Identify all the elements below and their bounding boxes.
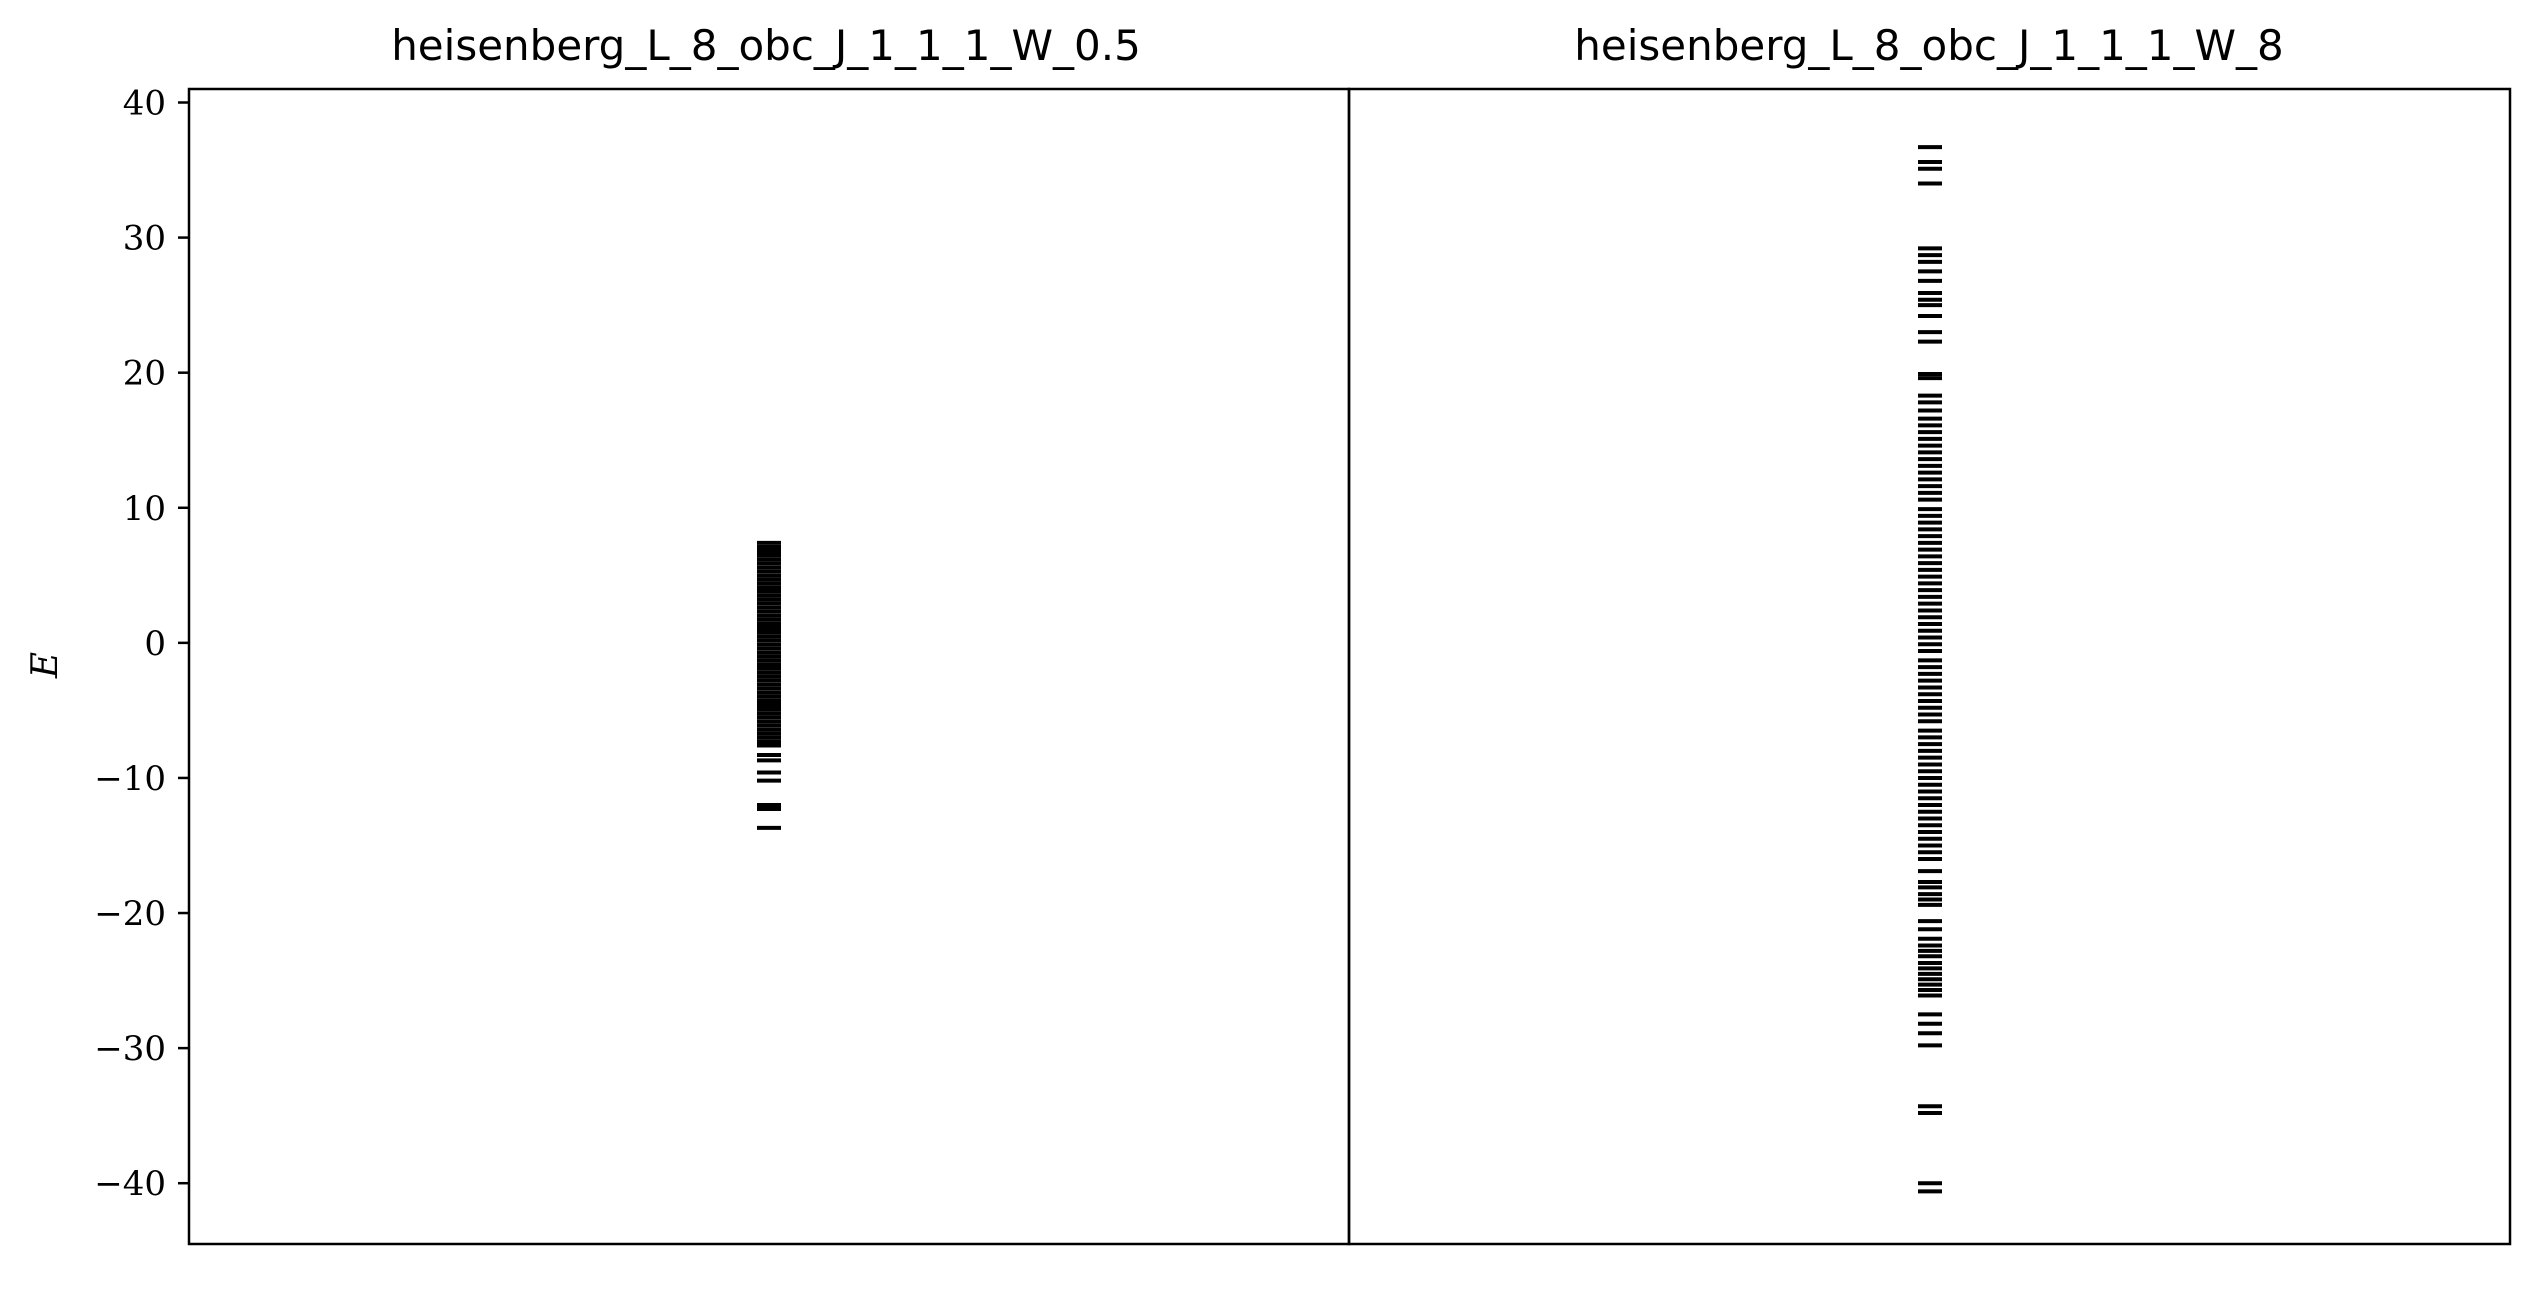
y-tick-label: −20 [94, 894, 166, 934]
panel-right: heisenberg_L_8_obc_J_1_1_1_W_8 [1347, 21, 2512, 1246]
y-tick-label: 10 [123, 489, 166, 529]
y-axis-label: E [25, 652, 66, 679]
panel-right-frame [1347, 87, 2512, 1246]
y-tick-label: 20 [123, 354, 166, 394]
y-tick-label: 0 [144, 624, 166, 664]
y-tick-label: −10 [94, 759, 166, 799]
y-tick-label: 40 [123, 84, 166, 124]
y-axis: 40 30 20 10 0 −10 −20 −30 −40 E [25, 84, 189, 1204]
panel-right-title: heisenberg_L_8_obc_J_1_1_1_W_8 [1574, 21, 2284, 70]
y-tick-label: −40 [94, 1164, 166, 1204]
panel-left-title: heisenberg_L_8_obc_J_1_1_1_W_0.5 [391, 21, 1141, 70]
y-tick-label: −30 [94, 1029, 166, 1069]
panel-right-event-lines [1918, 145, 1942, 1194]
y-tick-label: 30 [123, 219, 166, 259]
y-axis-ticks: 40 30 20 10 0 −10 −20 −30 −40 [94, 84, 189, 1204]
panel-left: heisenberg_L_8_obc_J_1_1_1_W_0.5 [187, 21, 1351, 1246]
panel-left-event-lines [757, 540, 781, 830]
